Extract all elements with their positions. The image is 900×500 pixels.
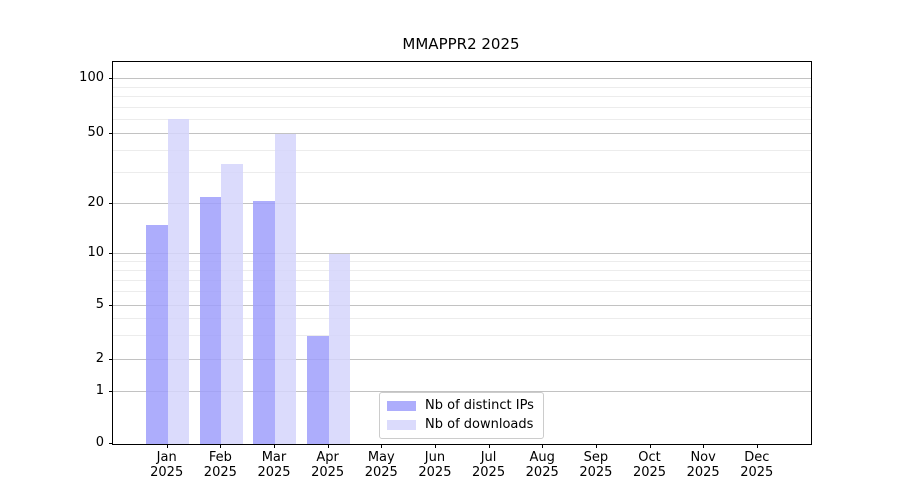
legend-item-distinct-ips: Nb of distinct IPs [387,398,534,414]
x-tick-mark-may [381,444,383,448]
minor-gridline-60 [113,118,811,120]
y-tick-mark-2 [109,359,113,361]
y-tick-label-20: 20 [87,195,104,211]
x-tick-mark-sep [595,444,597,448]
bar-distinct-ips-feb [199,197,222,444]
y-tick-label-50: 50 [87,125,104,141]
chart-title: MMAPPR2 2025 [402,35,520,53]
y-tick-mark-1 [109,390,113,392]
y-tick-mark-0 [109,443,113,444]
bar-downloads-jan [167,118,190,444]
x-tick-label-nov: Nov 2025 [686,450,720,480]
x-tick-mark-oct [649,444,651,448]
legend-item-downloads: Nb of downloads [387,417,534,433]
x-tick-mark-apr [327,444,329,448]
minor-gridline-3 [113,335,811,337]
y-tick-mark-5 [109,304,113,306]
x-tick-mark-jul [488,444,490,448]
x-tick-label-dec: Dec 2025 [740,450,774,480]
minor-gridline-8 [113,269,811,271]
bar-downloads-mar [274,134,297,444]
y-tick-label-2: 2 [95,351,104,367]
x-tick-mark-feb [220,444,222,448]
legend-label: Nb of distinct IPs [425,398,534,413]
x-tick-label-jul: Jul 2025 [472,450,506,480]
bar-distinct-ips-mar [253,200,275,444]
x-tick-label-aug: Aug 2025 [525,450,559,480]
x-tick-label-apr: Apr 2025 [311,450,345,480]
bar-downloads-feb [221,163,243,444]
major-gridline-20 [113,203,811,205]
y-tick-mark-20 [109,203,113,205]
x-tick-mark-mar [273,444,275,448]
bar-distinct-ips-apr [307,336,329,444]
x-tick-label-jun: Jun 2025 [418,450,452,480]
x-tick-label-feb: Feb 2025 [203,450,237,480]
x-tick-label-oct: Oct 2025 [632,450,667,480]
y-tick-mark-100 [109,78,113,80]
plot-area: Nb of distinct IPs Nb of downloads [112,61,812,445]
y-tick-label-1: 1 [95,382,104,398]
y-tick-label-0: 0 [95,435,104,450]
minor-gridline-40 [113,150,811,152]
legend-swatch-icon [387,420,416,430]
legend: Nb of distinct IPs Nb of downloads [379,392,544,439]
minor-gridline-7 [113,279,811,281]
legend-swatch-icon [387,401,416,411]
minor-gridline-9 [113,261,811,263]
x-tick-mark-nov [703,444,705,448]
major-gridline-100 [113,78,811,80]
minor-gridline-6 [113,291,811,293]
y-tick-label-100: 100 [79,70,104,86]
y-tick-label-5: 5 [95,296,104,312]
minor-gridline-70 [113,106,811,108]
major-gridline-5 [113,304,811,306]
x-tick-mark-jun [434,444,436,448]
major-gridline-50 [113,133,811,135]
bar-distinct-ips-jan [146,225,168,444]
x-tick-label-jan: Jan 2025 [150,450,184,480]
x-tick-mark-dec [756,444,758,448]
minor-gridline-90 [113,86,811,88]
y-tick-label-10: 10 [87,245,104,261]
y-tick-mark-50 [109,133,113,135]
major-gridline-10 [113,253,811,255]
minor-gridline-30 [113,172,811,174]
x-tick-label-mar: Mar 2025 [257,450,291,480]
major-gridline-1 [113,390,811,392]
x-tick-label-may: May 2025 [364,450,398,480]
minor-gridline-80 [113,96,811,98]
bar-downloads-apr [328,254,351,444]
legend-label: Nb of downloads [425,417,534,432]
minor-gridline-4 [113,318,811,320]
major-gridline-2 [113,359,811,361]
x-tick-mark-aug [542,444,544,448]
x-tick-label-sep: Sep 2025 [579,450,613,480]
x-tick-mark-jan [166,444,168,448]
y-tick-mark-10 [109,253,113,255]
